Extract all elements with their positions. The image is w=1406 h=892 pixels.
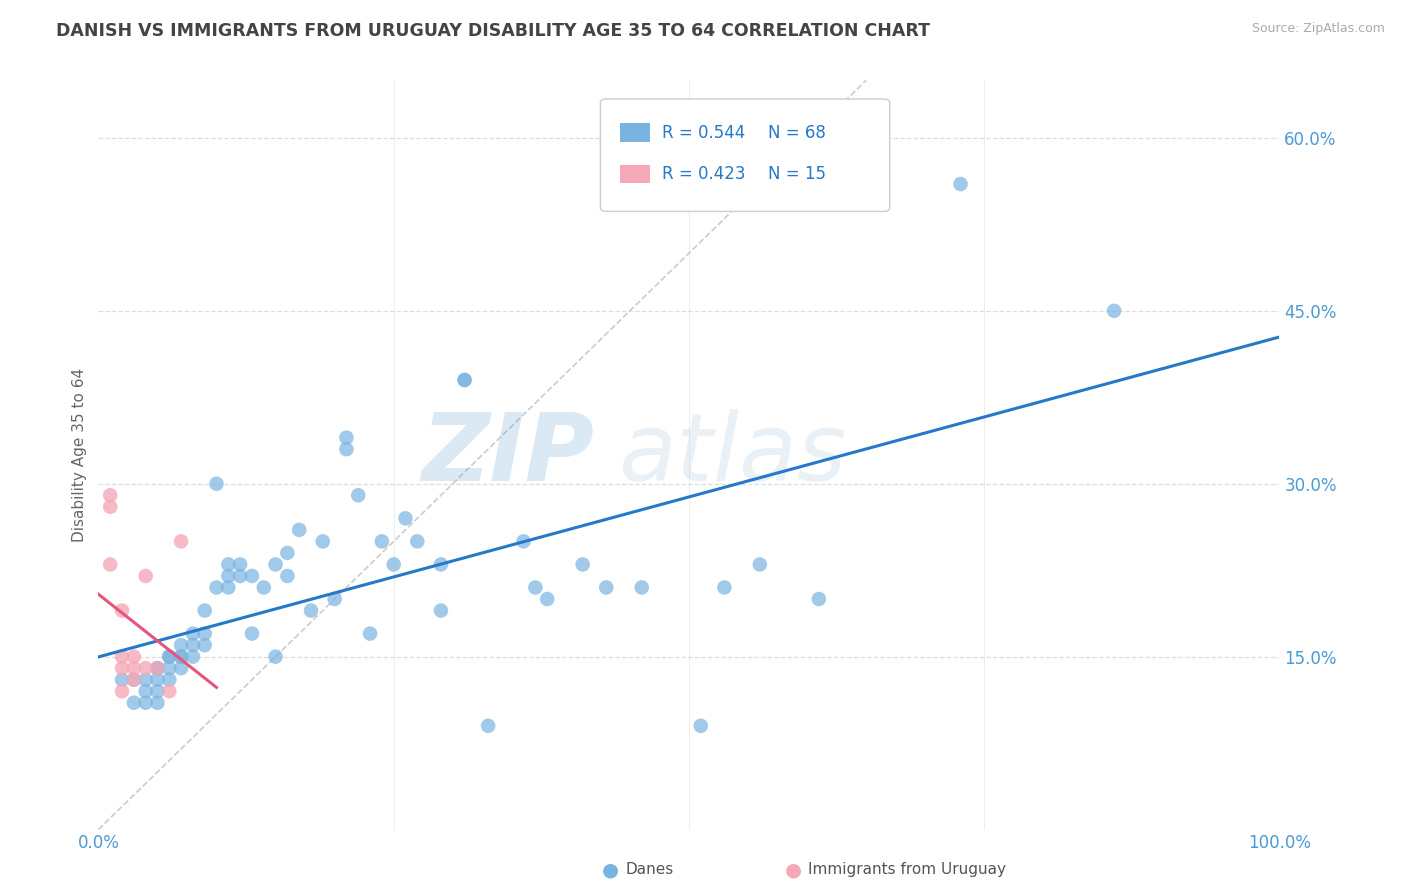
Point (194, 638, 217, 652)
Point (595, 581, 617, 595)
Point (98, 500, 121, 514)
Text: DANISH VS IMMIGRANTS FROM URUGUAY DISABILITY AGE 35 TO 64 CORRELATION CHART: DANISH VS IMMIGRANTS FROM URUGUAY DISABI… (56, 22, 931, 40)
Point (194, 626, 217, 640)
Point (748, 558, 770, 572)
Point (430, 603, 453, 617)
Point (205, 581, 228, 595)
Point (157, 661, 180, 675)
Point (170, 534, 193, 549)
Point (170, 661, 193, 675)
Point (453, 373, 475, 387)
Point (122, 661, 145, 675)
Point (630, 581, 652, 595)
Point (406, 534, 429, 549)
Point (430, 558, 453, 572)
Point (135, 684, 157, 698)
Point (240, 626, 263, 640)
Point (264, 558, 287, 572)
Point (122, 696, 145, 710)
Point (453, 373, 475, 387)
Point (146, 661, 169, 675)
Point (157, 684, 180, 698)
Point (135, 661, 157, 675)
Point (264, 649, 287, 664)
Point (288, 523, 311, 537)
Point (194, 603, 217, 617)
Point (253, 581, 276, 595)
Bar (620, 164, 650, 183)
Point (157, 649, 180, 664)
Point (382, 558, 405, 572)
Point (536, 592, 558, 607)
Point (807, 592, 830, 607)
Point (477, 719, 499, 733)
Text: Danes: Danes (626, 863, 673, 877)
Point (299, 603, 322, 617)
Point (122, 673, 145, 687)
Point (111, 673, 134, 687)
Text: Immigrants from Uruguay: Immigrants from Uruguay (808, 863, 1007, 877)
Point (217, 581, 239, 595)
Point (371, 534, 394, 549)
Point (146, 661, 169, 675)
Point (146, 696, 169, 710)
Point (146, 661, 169, 675)
Point (713, 581, 735, 595)
Point (170, 649, 193, 664)
Point (111, 684, 134, 698)
Point (240, 569, 263, 583)
Point (1102, 303, 1125, 318)
FancyBboxPatch shape (600, 99, 890, 211)
Point (111, 661, 134, 675)
Point (98, 488, 121, 502)
Text: Source: ZipAtlas.com: Source: ZipAtlas.com (1251, 22, 1385, 36)
Text: R = 0.423: R = 0.423 (662, 165, 745, 183)
Point (217, 558, 239, 572)
Point (98, 558, 121, 572)
Point (111, 603, 134, 617)
Point (146, 684, 169, 698)
Point (205, 476, 228, 491)
Text: N = 68: N = 68 (768, 124, 825, 142)
Point (217, 569, 239, 583)
Point (571, 558, 593, 572)
Point (122, 673, 145, 687)
Point (276, 569, 298, 583)
Point (347, 488, 370, 502)
Point (135, 569, 157, 583)
Point (949, 177, 972, 191)
Point (394, 511, 416, 525)
Point (181, 626, 204, 640)
Point (524, 581, 547, 595)
Text: ZIP: ZIP (422, 409, 595, 501)
Point (135, 673, 157, 687)
Point (157, 673, 180, 687)
Point (323, 592, 346, 607)
Point (146, 673, 169, 687)
Point (689, 719, 711, 733)
Point (111, 649, 134, 664)
Point (335, 431, 357, 445)
Point (335, 442, 357, 457)
Point (170, 649, 193, 664)
Point (359, 626, 381, 640)
Point (157, 649, 180, 664)
Point (276, 546, 298, 560)
Text: N = 15: N = 15 (768, 165, 827, 183)
Text: ●: ● (785, 860, 801, 880)
Point (229, 569, 252, 583)
Point (512, 534, 534, 549)
Point (181, 649, 204, 664)
Bar (620, 123, 650, 142)
Point (135, 696, 157, 710)
Text: atlas: atlas (619, 409, 846, 500)
Text: ●: ● (602, 860, 619, 880)
Text: R = 0.544: R = 0.544 (662, 124, 745, 142)
Point (170, 638, 193, 652)
Point (229, 558, 252, 572)
Point (181, 638, 204, 652)
Point (122, 649, 145, 664)
Y-axis label: Disability Age 35 to 64: Disability Age 35 to 64 (72, 368, 87, 542)
Point (312, 534, 335, 549)
